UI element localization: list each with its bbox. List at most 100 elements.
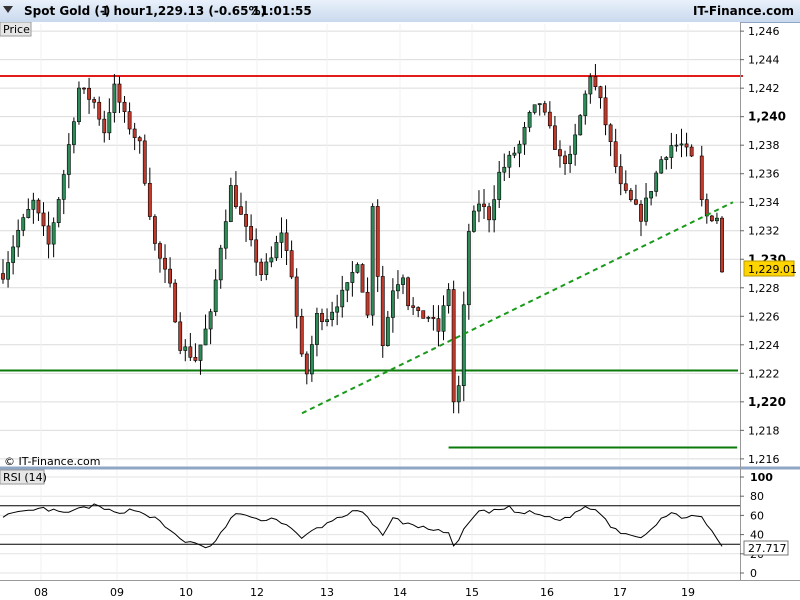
candlestick-series [1, 63, 724, 414]
x-tick-label: 09 [110, 586, 124, 599]
rsi-tick-label: 0 [750, 567, 757, 580]
candle-body [87, 87, 91, 100]
candle-body [102, 118, 107, 134]
candle-body [355, 264, 360, 273]
x-tick-label: 12 [250, 586, 264, 599]
candle-body [92, 99, 97, 103]
candle-body [198, 344, 203, 361]
watermark: © IT-Finance.com [4, 455, 101, 468]
candle-body [107, 112, 112, 134]
candle-body [315, 313, 319, 345]
candle-body [441, 305, 446, 332]
candle-body [532, 104, 537, 113]
candle-body [325, 319, 329, 322]
candle-body [365, 291, 370, 316]
candle-body [411, 305, 416, 308]
price-tick-label: 1,234 [748, 196, 780, 209]
candle-body [380, 276, 385, 346]
price-tick-label: 1,236 [748, 168, 780, 181]
candle-body [71, 121, 76, 145]
candle-body [527, 112, 532, 128]
price-axis-labels: 1,2161,2181,2201,2221,2241,2261,2281,230… [740, 25, 786, 466]
price-tick-label: 1,242 [748, 82, 780, 95]
candle-body [56, 199, 61, 223]
candle-body [644, 197, 648, 222]
candle-body [239, 206, 243, 215]
candle-body [558, 149, 562, 157]
rsi-tick-label: 40 [750, 529, 764, 542]
x-tick-label: 14 [393, 586, 407, 599]
candle-body [82, 87, 86, 90]
candle-body [31, 199, 36, 210]
candle-body [309, 344, 314, 375]
candle-body [36, 199, 41, 214]
candle-body [553, 125, 557, 150]
rsi-panel [0, 468, 740, 580]
candle-body [613, 141, 618, 167]
candle-body [603, 97, 608, 126]
price-tab[interactable] [0, 22, 32, 37]
price-tick-label: 1,224 [748, 339, 780, 352]
candle-body [664, 157, 669, 160]
candle-body [269, 257, 274, 263]
candle-body [61, 174, 66, 200]
rsi-tab[interactable] [0, 469, 45, 485]
candle-body [284, 232, 289, 251]
candle-body [153, 216, 157, 244]
candle-body [436, 318, 441, 332]
candle-body [21, 217, 26, 231]
collapse-arrow-icon[interactable] [3, 6, 13, 13]
candle-body [547, 111, 552, 127]
price-tick-label: 1,238 [748, 139, 780, 152]
candle-body [137, 137, 142, 142]
candle-body [542, 103, 547, 113]
candle-body [421, 310, 426, 319]
candle-body [416, 307, 421, 311]
candle-body [517, 143, 522, 154]
candle-body [502, 166, 507, 173]
price-tick-label: 1,232 [748, 225, 780, 238]
candle-body [466, 231, 471, 306]
rsi-series-line [2, 503, 723, 549]
candle-body [274, 242, 279, 259]
candle-body [406, 277, 410, 307]
candle-body [649, 191, 654, 199]
candle-body [259, 261, 264, 275]
candle-body [583, 93, 588, 116]
rsi-tab-label: RSI (14) [3, 471, 47, 484]
candle-body [709, 215, 714, 222]
price-tick-label: 1,228 [748, 282, 780, 295]
candle-body [461, 304, 466, 386]
candle-body [674, 144, 679, 147]
candle-body [158, 243, 162, 259]
price-gridlines [0, 30, 740, 460]
price-tick-label: 1,240 [748, 110, 786, 124]
candle-body [446, 289, 451, 307]
candle-body [213, 279, 218, 313]
candle-body [385, 317, 390, 346]
candle-body [132, 128, 137, 138]
candle-body [360, 264, 365, 293]
candle-body [390, 290, 395, 318]
candle-body [66, 144, 71, 175]
current-rsi-label: 27.717 [748, 542, 787, 555]
candle-body [279, 232, 284, 243]
x-tick-label: 19 [681, 586, 695, 599]
candle-body [168, 268, 172, 284]
current-price-label: 1,229.01 [748, 263, 797, 276]
candle-body [142, 140, 147, 184]
candle-body [208, 311, 213, 330]
candle-body [512, 152, 517, 156]
chart-canvas: 1,2161,2181,2201,2221,2241,2261,2281,230… [0, 22, 800, 599]
candle-body [669, 145, 674, 158]
candle-body [573, 134, 578, 155]
candle-body [684, 143, 689, 148]
candle-body [299, 316, 304, 355]
price-change: 1,229.13 (-0.65%) [145, 4, 266, 18]
price-tick-label: 1,220 [748, 395, 786, 409]
rsi-tick-label: 100 [750, 471, 773, 484]
timeframe-label[interactable]: 1 hour [101, 4, 145, 18]
candle-body [203, 328, 208, 346]
current-rsi-badge [743, 540, 789, 556]
candle-body [598, 86, 603, 99]
